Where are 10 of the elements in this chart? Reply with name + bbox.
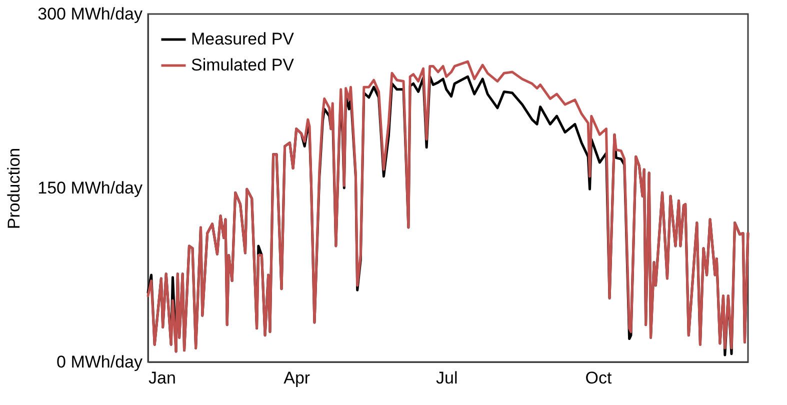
y-axis-title: Production bbox=[4, 148, 24, 230]
x-tick-label: Jul bbox=[436, 368, 458, 388]
x-tick-label: Apr bbox=[284, 368, 310, 388]
legend-label: Simulated PV bbox=[191, 56, 295, 74]
y-tick-label: 300 MWh/day bbox=[38, 4, 143, 24]
legend-label: Measured PV bbox=[191, 30, 295, 48]
x-tick-label: Jan bbox=[148, 368, 176, 388]
x-tick-label: Oct bbox=[585, 368, 612, 388]
y-tick-label: 150 MWh/day bbox=[38, 178, 143, 198]
y-tick-label: 0 MWh/day bbox=[56, 352, 143, 372]
